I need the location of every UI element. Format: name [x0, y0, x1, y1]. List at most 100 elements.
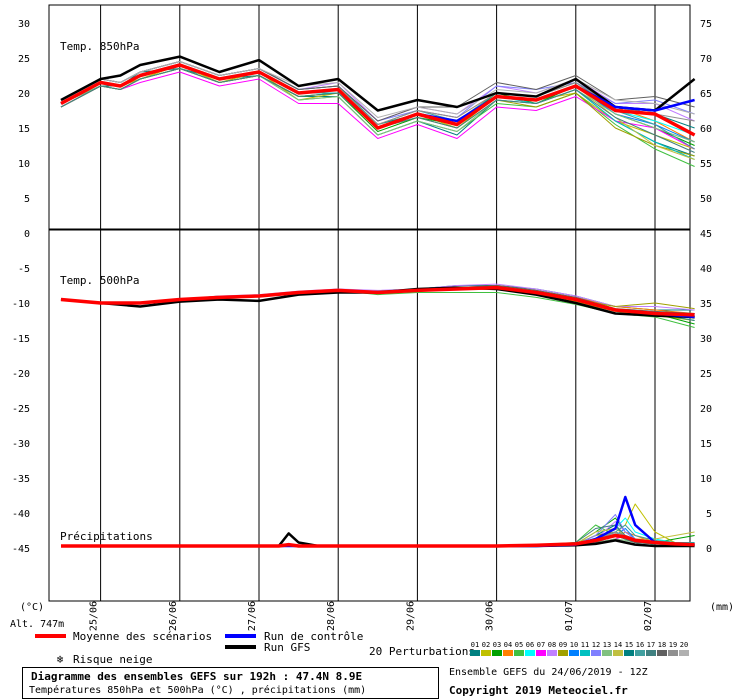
member-number: 13	[603, 641, 611, 649]
right-tick-label: 30	[700, 334, 712, 345]
panel-label-850: Temp. 850hPa	[60, 40, 139, 53]
t850-member-line	[60, 71, 695, 150]
snowflake-icon: ❄	[57, 653, 64, 666]
member-swatch	[525, 650, 535, 656]
left-tick-label: -30	[12, 439, 30, 450]
legend-mean-label: Moyenne des scénarios	[73, 630, 212, 643]
left-tick-label: 0	[24, 229, 30, 240]
unit-left: (°C)	[20, 602, 44, 613]
t850-mean-line	[60, 63, 696, 137]
right-tick-label: 40	[700, 264, 712, 275]
member-number: 20	[680, 641, 688, 649]
member-number: 18	[658, 641, 666, 649]
right-tick-label: 55	[700, 159, 712, 170]
right-tick-label: 20	[700, 404, 712, 415]
member-number: 17	[647, 641, 655, 649]
right-tick-label: 45	[700, 229, 712, 240]
t850-gfs-line	[60, 55, 696, 112]
left-tick-label: -45	[12, 544, 30, 555]
left-tick-label: 5	[24, 194, 30, 205]
right-tick-label: 35	[700, 299, 712, 310]
member-number: 12	[592, 641, 600, 649]
left-tick-label: -20	[12, 369, 30, 380]
member-swatch	[657, 650, 667, 656]
member-number: 03	[493, 641, 501, 649]
member-swatch	[624, 650, 634, 656]
date-tick-label: 27/06	[247, 601, 258, 631]
left-tick-label: -25	[12, 404, 30, 415]
left-tick-label: 20	[18, 89, 30, 100]
left-tick-label: 25	[18, 54, 30, 65]
panel-500-frame	[48, 229, 691, 602]
member-number: 14	[614, 641, 622, 649]
date-tick-label: 02/07	[643, 601, 654, 631]
right-tick-label: 10	[700, 474, 712, 485]
date-tick-label: 26/06	[168, 601, 179, 631]
right-tick-label: 60	[700, 124, 712, 135]
right-tick-label: 75	[700, 19, 712, 30]
member-number: 05	[515, 641, 523, 649]
left-tick-label: -40	[12, 509, 30, 520]
member-swatch	[591, 650, 601, 656]
member-number: 02	[482, 641, 490, 649]
member-number: 15	[625, 641, 633, 649]
right-tick-label: 15	[700, 439, 712, 450]
left-tick-label: 30	[18, 19, 30, 30]
right-tick-label: 65	[700, 89, 712, 100]
legend-gfs-label: Run GFS	[264, 641, 310, 654]
member-swatch	[547, 650, 557, 656]
copyright: Copyright 2019 Meteociel.fr	[449, 684, 628, 697]
left-tick-label: 15	[18, 124, 30, 135]
right-tick-label: 70	[700, 54, 712, 65]
member-swatch	[602, 650, 612, 656]
member-swatch	[635, 650, 645, 656]
left-tick-label: 10	[18, 159, 30, 170]
right-tick-label: 25	[700, 369, 712, 380]
member-swatch	[569, 650, 579, 656]
date-tick-label: 29/06	[405, 601, 416, 631]
member-number: 04	[504, 641, 512, 649]
member-swatch	[536, 650, 546, 656]
left-tick-label: -15	[12, 334, 30, 345]
panel-label-500: Temp. 500hPa	[60, 274, 139, 287]
t850-member-line	[60, 68, 695, 146]
unit-right: (mm)	[710, 602, 734, 613]
run-info: Ensemble GEFS du 24/06/2019 - 12Z	[449, 667, 648, 678]
member-number: 01	[471, 641, 479, 649]
panel-850-frame	[48, 4, 691, 230]
date-tick-label: 01/07	[564, 601, 575, 631]
t850-member-line	[60, 64, 695, 150]
date-tick-label: 30/06	[485, 601, 496, 631]
precip-mean-line	[61, 533, 695, 548]
member-number: 11	[581, 641, 589, 649]
date-tick-label: 25/06	[89, 601, 100, 631]
t500-mean-line	[60, 285, 695, 317]
legend-snow-label: Risque neige	[73, 653, 152, 666]
member-swatch	[492, 650, 502, 656]
member-swatch	[503, 650, 513, 656]
member-swatch	[580, 650, 590, 656]
member-swatch	[646, 650, 656, 656]
legend-control-label: Run de contrôle	[264, 630, 363, 643]
member-number: 19	[669, 641, 677, 649]
caption-box: Diagramme des ensembles GEFS sur 192h : …	[22, 667, 439, 699]
member-number: 10	[570, 641, 578, 649]
altitude-label: Alt. 747m	[10, 619, 64, 630]
member-number: 09	[559, 641, 567, 649]
member-swatch	[558, 650, 568, 656]
right-tick-label: 5	[706, 509, 712, 520]
member-swatch	[668, 650, 678, 656]
left-tick-label: -5	[18, 264, 30, 275]
date-tick-label: 28/06	[326, 601, 337, 631]
legend-perturbations-label: 20 Perturbations	[369, 645, 475, 658]
right-tick-label: 50	[700, 194, 712, 205]
right-tick-label: 0	[706, 544, 712, 555]
caption-subtitle: Températures 850hPa et 500hPa (°C) , pré…	[29, 685, 367, 696]
member-swatch	[514, 650, 524, 656]
member-swatch	[481, 650, 491, 656]
left-tick-label: -10	[12, 299, 30, 310]
member-number: 16	[636, 641, 644, 649]
member-number: 08	[548, 641, 556, 649]
member-swatch	[470, 650, 480, 656]
